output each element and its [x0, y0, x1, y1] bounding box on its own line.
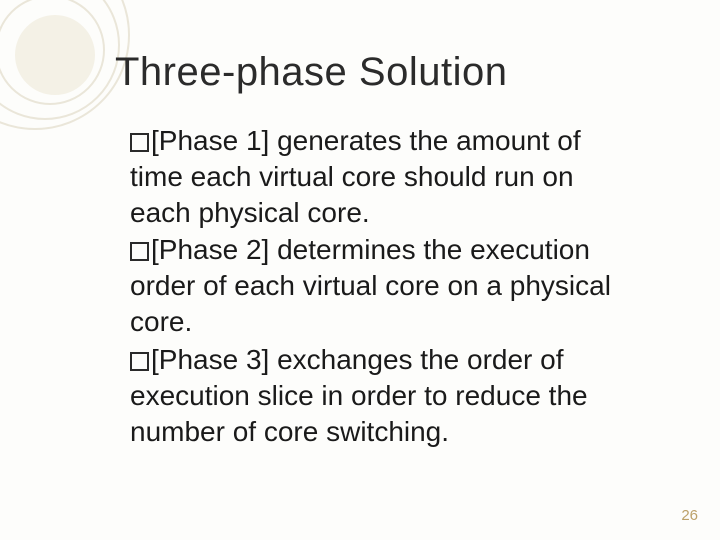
bullet-icon: [130, 242, 149, 261]
phase-label: [Phase 3]: [151, 344, 269, 375]
page-number: 26: [681, 507, 698, 524]
phase-label: [Phase 2]: [151, 234, 269, 265]
slide: Three-phase Solution [Phase 1] generates…: [0, 0, 720, 540]
slide-body: [Phase 1] generates the amount of time e…: [130, 123, 620, 449]
list-item: [Phase 1] generates the amount of time e…: [130, 123, 620, 230]
slide-title: Three-phase Solution: [115, 50, 660, 95]
phase-label: [Phase 1]: [151, 125, 269, 156]
bullet-icon: [130, 352, 149, 371]
list-item: [Phase 2] determines the execution order…: [130, 232, 620, 339]
bullet-icon: [130, 133, 149, 152]
list-item: [Phase 3] exchanges the order of executi…: [130, 342, 620, 449]
